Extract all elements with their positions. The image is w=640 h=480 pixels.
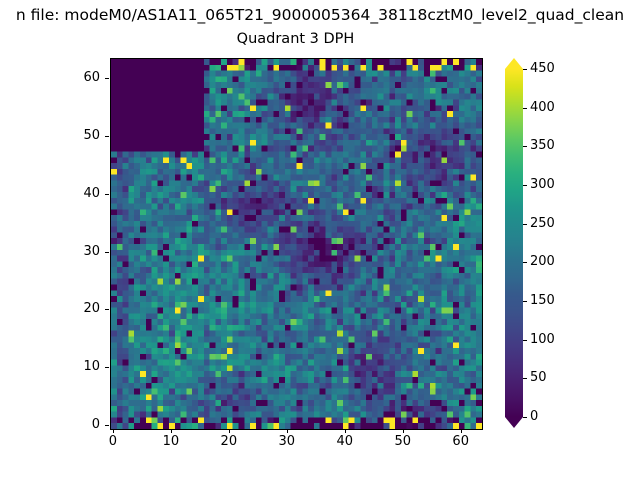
x-tick-label: 40 — [336, 434, 354, 449]
y-tick — [105, 78, 109, 80]
x-tick-label: 60 — [452, 434, 469, 449]
colorbar-tick-label: 300 — [530, 177, 555, 192]
colorbar-tick — [523, 185, 527, 186]
heatmap-image — [111, 59, 482, 429]
x-tick-label: 0 — [108, 434, 118, 449]
y-tick-label: 0 — [91, 417, 100, 433]
colorbar-tick — [523, 417, 527, 418]
y-tick-label: 10 — [83, 359, 100, 375]
y-tick — [105, 251, 109, 253]
axes-title: Quadrant 3 DPH — [236, 31, 355, 47]
y-tick-label: 40 — [83, 185, 100, 201]
y-tick — [105, 367, 109, 369]
colorbar-tick — [523, 107, 527, 109]
colorbar-extend-min-arrow — [505, 417, 523, 428]
x-tick — [402, 429, 404, 433]
x-tick-label: 50 — [394, 434, 411, 449]
y-tick-label: 60 — [83, 70, 100, 86]
y-tick — [105, 309, 109, 311]
x-tick — [286, 429, 288, 433]
colorbar-tick-label: 0 — [530, 409, 539, 424]
colorbar-tick — [523, 339, 527, 341]
colorbar-gradient — [505, 69, 523, 417]
y-tick — [105, 425, 109, 427]
colorbar-tick-label: 150 — [530, 293, 555, 308]
y-tick-label: 20 — [83, 301, 100, 317]
colorbar-tick-label: 450 — [530, 61, 555, 76]
colorbar-tick — [523, 146, 527, 148]
colorbar-tick-label: 250 — [530, 215, 555, 231]
colorbar-extend-max-arrow — [505, 58, 523, 69]
figure-suptitle: n file: modeM0/AS1A11_065T21_9000005364_… — [15, 6, 625, 24]
x-tick — [460, 429, 462, 433]
colorbar-tick-label: 200 — [530, 254, 555, 270]
x-tick-label: 10 — [162, 434, 180, 449]
y-tick — [105, 136, 109, 138]
colorbar-tick-label: 350 — [530, 138, 555, 154]
colorbar-tick — [523, 223, 527, 225]
y-tick-label: 30 — [83, 243, 100, 259]
heatmap-axes — [110, 58, 483, 430]
x-tick — [228, 429, 230, 433]
colorbar-tick — [523, 69, 527, 70]
colorbar-tick — [523, 301, 527, 302]
colorbar-tick — [523, 262, 527, 264]
colorbar-tick-label: 100 — [530, 331, 555, 347]
colorbar — [505, 58, 523, 428]
y-tick-label: 50 — [83, 128, 100, 144]
x-tick — [112, 429, 114, 433]
x-tick — [170, 429, 172, 433]
y-tick — [105, 193, 109, 195]
x-tick-label: 20 — [220, 434, 238, 449]
x-tick-label: 30 — [278, 434, 296, 449]
colorbar-tick — [523, 378, 527, 380]
colorbar-tick-label: 50 — [530, 370, 547, 386]
colorbar-tick-label: 400 — [530, 99, 555, 115]
x-tick — [344, 429, 346, 433]
